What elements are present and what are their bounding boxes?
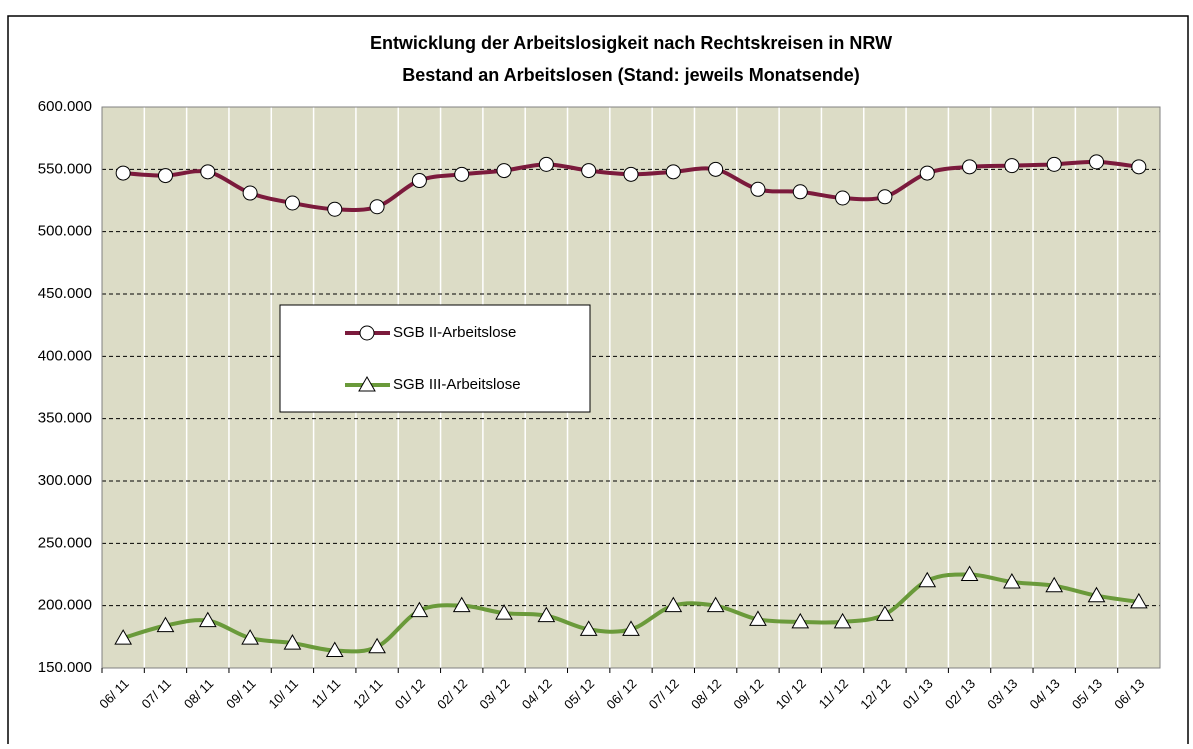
marker: [283, 634, 302, 650]
marker: [411, 173, 427, 189]
marker: [1131, 159, 1147, 175]
marker: [156, 616, 175, 633]
marker: [919, 165, 935, 181]
marker: [706, 596, 725, 613]
marker: [833, 612, 852, 629]
y-tick-label: 400.000: [38, 347, 92, 364]
marker: [579, 620, 598, 636]
marker: [454, 166, 470, 182]
marker: [622, 620, 640, 636]
y-tick-label: 550.000: [38, 160, 92, 177]
marker: [114, 629, 133, 645]
plot-border: [101, 106, 1161, 669]
marker: [708, 161, 724, 177]
legend-box: [279, 304, 591, 413]
plot-area: [102, 107, 1160, 668]
y-tick-label: 350.000: [38, 410, 92, 427]
marker: [410, 601, 429, 618]
marker: [581, 163, 597, 179]
marker: [750, 181, 766, 197]
marker: [327, 201, 343, 217]
y-tick-label: 150.000: [38, 659, 92, 676]
marker: [835, 190, 851, 206]
marker: [325, 641, 344, 658]
y-tick-label: 600.000: [38, 98, 92, 115]
marker: [665, 164, 681, 180]
marker: [538, 156, 554, 172]
y-tick-label: 300.000: [38, 472, 92, 489]
marker: [495, 604, 513, 620]
marker: [198, 611, 217, 628]
marker: [115, 165, 131, 181]
marker: [496, 163, 512, 179]
marker: [664, 596, 683, 613]
marker: [791, 612, 810, 629]
marker: [241, 629, 259, 645]
marker: [792, 184, 808, 200]
legend-label: SGB III-Arbeitslose: [393, 376, 521, 393]
marker: [368, 637, 386, 654]
chart-title: Entwicklung der Arbeitslosigkeit nach Re…: [370, 33, 892, 53]
marker: [452, 596, 471, 613]
marker: [1129, 592, 1148, 609]
marker: [918, 571, 937, 588]
chart-subtitle: Bestand an Arbeitslosen (Stand: jeweils …: [402, 65, 859, 85]
marker: [537, 606, 556, 623]
legend-label: SGB II-Arbeitslose: [393, 324, 516, 341]
marker: [157, 168, 173, 184]
marker: [749, 610, 767, 626]
marker: [1003, 572, 1021, 589]
marker: [1045, 576, 1064, 593]
marker: [242, 185, 258, 201]
marker: [1046, 156, 1062, 172]
y-tick-label: 250.000: [38, 534, 92, 551]
marker: [358, 375, 376, 392]
marker: [369, 199, 385, 215]
marker: [623, 166, 639, 182]
marker: [1004, 158, 1020, 174]
marker: [359, 325, 375, 341]
marker: [284, 195, 300, 211]
marker: [1089, 154, 1105, 170]
marker: [1087, 586, 1106, 603]
marker: [877, 189, 893, 205]
y-tick-label: 200.000: [38, 597, 92, 614]
y-tick-label: 500.000: [38, 223, 92, 240]
marker: [962, 159, 978, 175]
marker: [960, 565, 979, 581]
marker: [876, 605, 894, 621]
marker: [200, 164, 216, 180]
y-tick-label: 450.000: [38, 285, 92, 302]
